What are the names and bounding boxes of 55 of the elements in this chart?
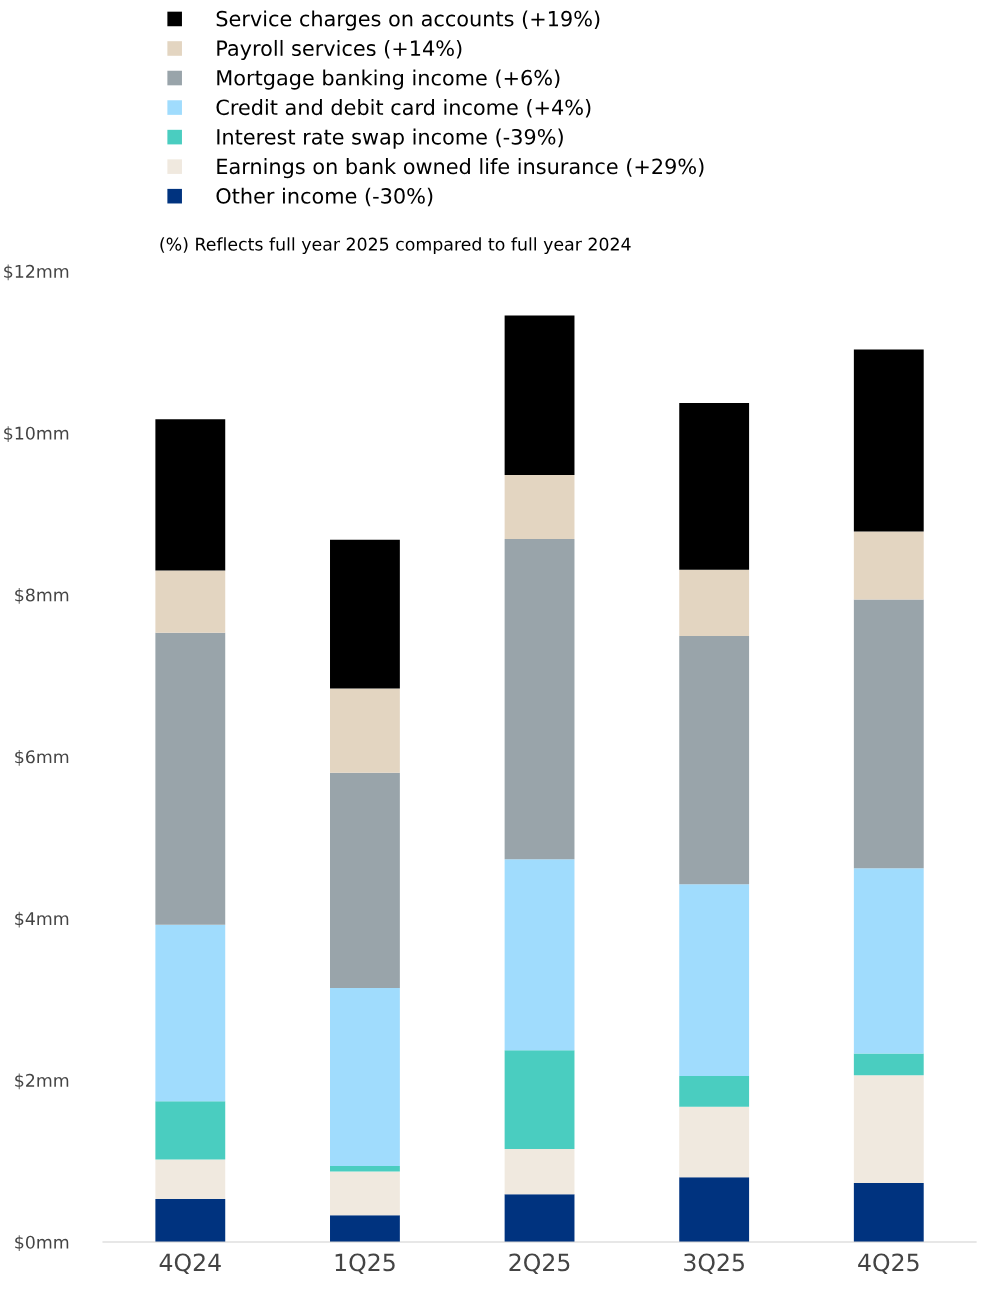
text: (%) Reflects full year 2025 compared to full year 2024 [160, 237, 631, 255]
x-tick-label: 2Q25 [509, 1253, 570, 1275]
bar [853, 349, 924, 532]
bar [155, 632, 226, 925]
legend-label: Earnings on bank owned life insurance (+29%) [217, 158, 704, 179]
bar [853, 599, 924, 869]
bar [330, 688, 400, 773]
bar [155, 1101, 226, 1160]
legend-label: Credit and debit card income (+4%) [216, 99, 591, 118]
bar [679, 402, 750, 570]
x-tick-label: 3Q25 [684, 1253, 744, 1275]
bar [330, 1171, 400, 1216]
bar [504, 538, 575, 860]
bar [853, 531, 924, 600]
bar [330, 772, 400, 988]
y-tick-label: $12mm [4, 264, 69, 281]
bar [155, 419, 226, 571]
bar [679, 884, 750, 1077]
bar [504, 474, 575, 539]
bar [853, 1075, 924, 1183]
bar [330, 987, 400, 1166]
bar [155, 1199, 226, 1242]
bar [504, 1148, 575, 1195]
x-tick-label: 4Q25 [858, 1253, 919, 1275]
bar [155, 570, 226, 633]
bar [853, 868, 924, 1054]
bar [155, 924, 226, 1102]
bar [853, 1182, 924, 1242]
bar [155, 1159, 226, 1200]
y-tick-label: $0mm [15, 1235, 69, 1252]
y-tick-label: $6mm [15, 749, 69, 766]
y-tick-label: $4mm [15, 911, 69, 928]
bar [504, 1050, 575, 1149]
bar [679, 1076, 750, 1107]
bar [504, 859, 575, 1051]
legend-label: Service charges on accounts (+19%) [216, 10, 600, 31]
bar [504, 1194, 575, 1242]
bar [853, 1053, 924, 1076]
bar [679, 1106, 750, 1178]
bar [330, 539, 400, 689]
y-tick-label: $2mm [15, 1073, 69, 1090]
legend-label: Other income (-30%) [216, 187, 433, 207]
y-tick-label: $10mm [4, 426, 69, 443]
bar [504, 315, 575, 475]
x-tick-label: 4Q24 [159, 1253, 221, 1275]
bar [679, 1177, 750, 1242]
bar [679, 569, 750, 636]
bar [679, 635, 750, 885]
x-tick-label: 1Q25 [335, 1253, 395, 1275]
y-tick-label: $8mm [15, 588, 69, 604]
bar [330, 1215, 400, 1242]
legend-label: Mortgage banking income (+6%) [217, 69, 560, 90]
legend-label: Interest rate swap income (-39%) [217, 128, 563, 149]
bar [330, 1165, 400, 1172]
legend-label: Payroll services (+14%) [217, 39, 462, 61]
